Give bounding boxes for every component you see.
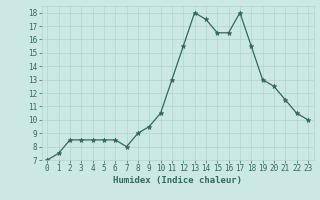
- X-axis label: Humidex (Indice chaleur): Humidex (Indice chaleur): [113, 176, 242, 185]
